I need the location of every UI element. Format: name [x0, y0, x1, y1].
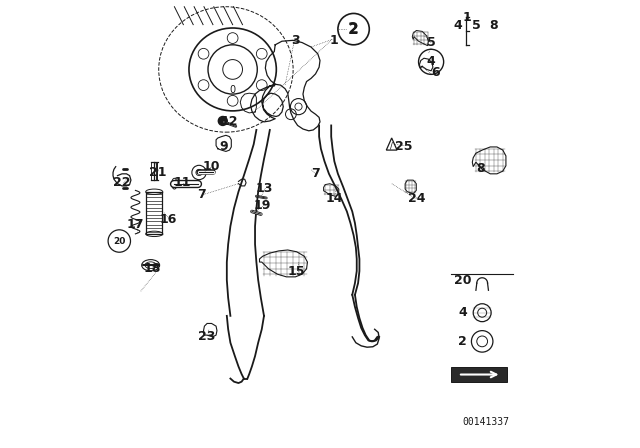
- Text: 6: 6: [431, 66, 440, 79]
- Text: 10: 10: [203, 160, 220, 173]
- Text: 20: 20: [454, 273, 471, 287]
- Text: 12: 12: [221, 115, 238, 129]
- Text: 18: 18: [143, 262, 161, 276]
- Text: 2: 2: [349, 22, 358, 36]
- Polygon shape: [405, 180, 416, 194]
- Text: 15: 15: [288, 264, 305, 278]
- Text: 24: 24: [408, 191, 425, 205]
- Text: 11: 11: [173, 176, 191, 190]
- Text: 16: 16: [160, 213, 177, 226]
- Text: 4: 4: [427, 55, 435, 69]
- Text: 4: 4: [454, 19, 462, 33]
- Text: 21: 21: [149, 166, 166, 179]
- Text: 7: 7: [197, 188, 205, 202]
- Text: 8: 8: [476, 161, 484, 175]
- Text: 1: 1: [329, 34, 338, 47]
- Text: 25: 25: [396, 140, 413, 154]
- Text: 13: 13: [255, 181, 273, 195]
- Text: 0: 0: [230, 85, 236, 95]
- Text: 9: 9: [220, 140, 228, 154]
- Text: 4: 4: [458, 306, 467, 319]
- Polygon shape: [324, 184, 339, 196]
- Text: 1: 1: [463, 11, 471, 25]
- Text: 00141337: 00141337: [462, 417, 509, 427]
- Text: 5: 5: [472, 19, 480, 33]
- Bar: [451, 367, 507, 382]
- Text: 8: 8: [490, 19, 498, 33]
- Text: 2: 2: [458, 335, 467, 348]
- Text: 19: 19: [254, 198, 271, 212]
- Text: 17: 17: [127, 218, 144, 232]
- Text: 14: 14: [326, 192, 343, 206]
- Polygon shape: [204, 323, 217, 337]
- Text: 5: 5: [427, 36, 435, 49]
- Text: 22: 22: [113, 176, 131, 190]
- Text: 23: 23: [198, 330, 216, 344]
- Polygon shape: [260, 250, 307, 277]
- Text: 2: 2: [348, 22, 359, 37]
- Circle shape: [218, 116, 227, 125]
- Text: 3: 3: [291, 34, 300, 47]
- Text: 7: 7: [311, 167, 320, 181]
- Text: 20: 20: [113, 237, 125, 246]
- Polygon shape: [472, 147, 506, 174]
- Text: /: /: [390, 142, 393, 151]
- Polygon shape: [412, 30, 428, 46]
